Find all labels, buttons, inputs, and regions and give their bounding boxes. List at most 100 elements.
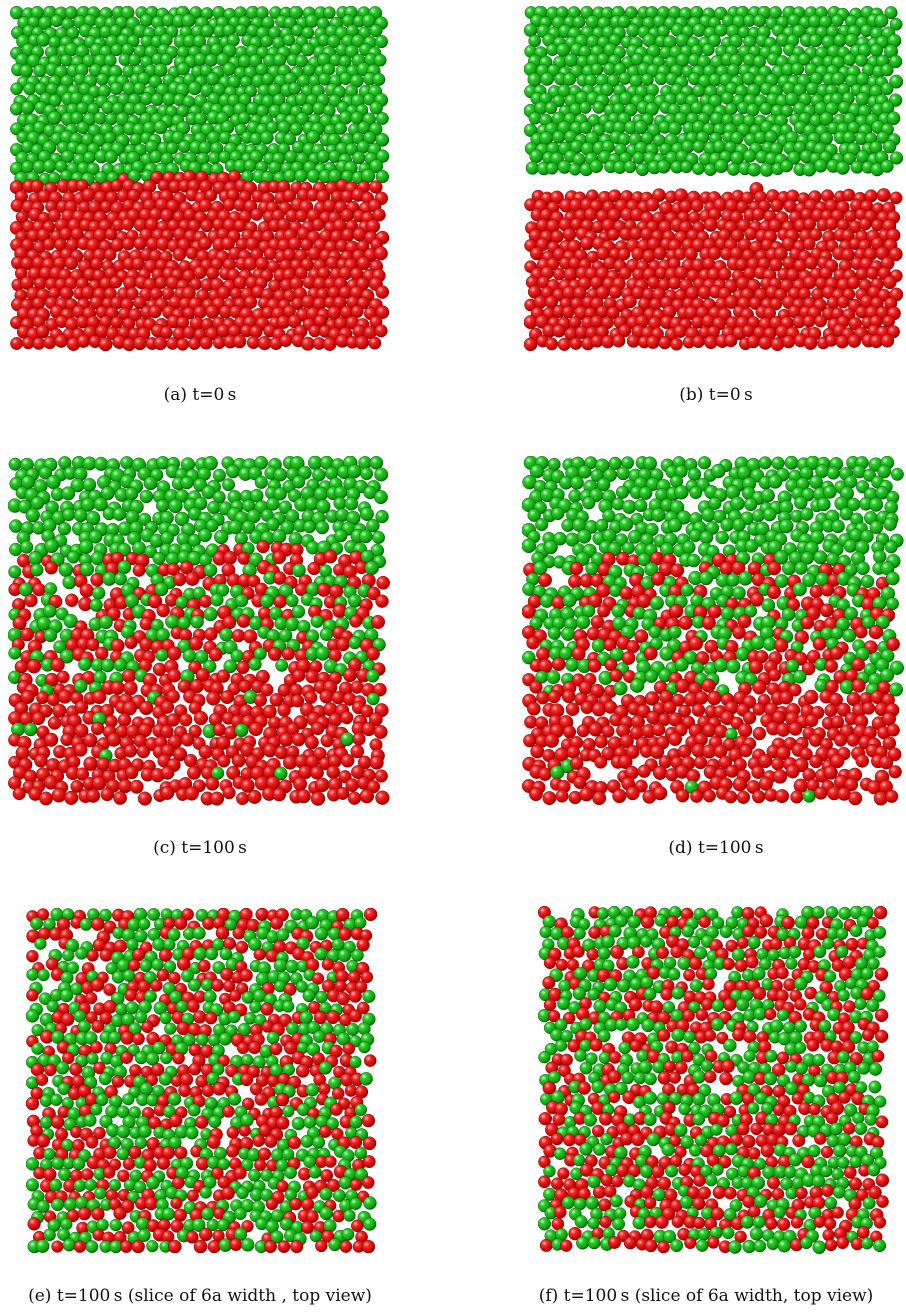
red-sphere [701,615,716,630]
green-sphere [58,1167,72,1181]
red-sphere [836,295,850,309]
red-sphere [221,236,235,251]
green-sphere [656,159,671,174]
green-sphere [843,53,857,67]
green-sphere [572,15,586,29]
red-sphere [223,550,237,565]
red-sphere [60,1012,75,1027]
red-sphere [10,198,24,213]
green-sphere [281,1000,295,1013]
red-sphere [247,789,262,804]
green-sphere [596,477,611,492]
red-sphere [375,594,389,608]
green-sphere [715,530,729,545]
green-sphere [100,486,115,501]
red-sphere [141,1020,154,1034]
red-sphere [369,755,384,770]
red-sphere [603,638,617,652]
red-sphere [529,680,543,694]
green-sphere [160,1051,173,1065]
red-sphere [132,336,147,351]
red-sphere [151,1063,165,1077]
green-sphere [19,540,34,554]
green-sphere [623,160,637,174]
red-sphere [608,285,623,299]
red-sphere [167,971,181,985]
green-sphere [72,1157,86,1171]
red-sphere [176,957,191,971]
red-sphere [668,732,682,747]
green-sphere [308,1165,322,1179]
red-sphere [156,603,170,618]
red-sphere [35,1073,49,1086]
red-sphere [361,1113,376,1128]
red-sphere [594,735,608,749]
green-sphere [711,463,726,479]
green-sphere [185,1126,199,1140]
red-sphere [85,1011,98,1024]
green-sphere [86,1052,99,1065]
green-sphere [839,506,854,521]
red-sphere [206,691,221,706]
green-sphere [529,616,543,630]
red-sphere [300,336,315,351]
red-sphere [871,218,884,232]
green-sphere [888,682,904,697]
red-sphere [746,334,760,349]
green-sphere [203,456,218,471]
green-sphere [627,529,642,544]
red-sphere [106,732,122,747]
green-sphere [743,497,758,512]
red-sphere [34,753,48,768]
red-sphere [37,189,51,203]
green-sphere [273,487,287,501]
green-sphere [98,615,113,630]
green-sphere [203,607,218,622]
green-sphere [889,17,903,31]
green-sphere [284,1166,297,1179]
green-sphere [771,456,785,470]
green-sphere [375,169,390,184]
red-sphere [238,1124,251,1137]
red-sphere [300,238,313,252]
red-sphere [819,603,834,618]
red-sphere [744,227,758,241]
green-sphere [697,456,712,470]
red-sphere [802,237,816,251]
red-sphere [86,949,99,962]
red-sphere [552,324,566,338]
red-sphere [354,335,370,350]
red-sphere [375,285,390,299]
red-sphere [702,789,716,803]
green-sphere [57,1228,71,1241]
green-sphere [8,646,22,660]
red-sphere [360,970,374,984]
green-sphere [47,110,62,125]
red-sphere [305,1186,319,1200]
green-sphere [109,1218,123,1232]
green-sphere [354,1146,368,1160]
green-sphere [84,1178,97,1192]
green-sphere [543,540,558,555]
red-sphere [363,1054,377,1067]
green-sphere [884,6,898,20]
red-sphere [623,294,637,309]
green-sphere [236,1186,249,1200]
red-sphere [320,1169,334,1182]
red-sphere [236,1041,250,1055]
red-sphere [579,787,594,802]
green-sphere [315,990,328,1004]
red-sphere [120,1051,133,1064]
red-sphere [277,703,291,717]
red-sphere [730,228,745,243]
green-sphere [122,969,136,982]
red-sphere [270,916,284,930]
red-sphere [178,1084,192,1098]
green-sphere [337,948,352,963]
red-sphere [102,1166,116,1179]
red-sphere [677,744,692,759]
red-sphere [247,574,261,588]
red-sphere [102,1145,117,1160]
red-sphere [551,657,566,672]
red-sphere [20,276,34,290]
